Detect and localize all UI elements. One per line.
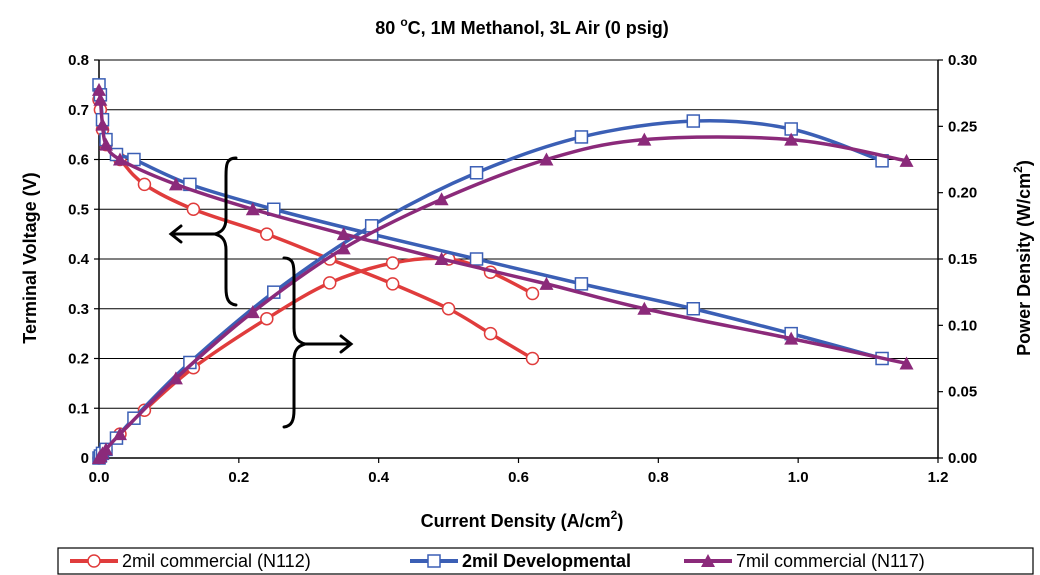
power-point <box>686 114 701 128</box>
y-tick-label: 0.3 <box>68 301 89 318</box>
x-tick-label: 0.6 <box>508 469 529 486</box>
x-tick-label: 1.2 <box>928 469 949 486</box>
legend-marker-developmental <box>427 554 441 568</box>
voltage-point <box>168 177 183 191</box>
power-point <box>112 427 127 441</box>
power-point <box>434 192 449 206</box>
legend-label-developmental: 2mil Developmental <box>462 551 631 571</box>
voltage-point <box>525 351 540 366</box>
voltage-point <box>469 252 484 266</box>
voltage-point <box>899 356 914 370</box>
voltage-point <box>260 227 274 241</box>
y2-tick-label: 0.30 <box>948 52 977 69</box>
y-tick-label: 0.4 <box>68 251 90 268</box>
power-point <box>168 371 183 385</box>
voltage-point <box>95 117 110 131</box>
power-point <box>539 152 554 166</box>
legend-box <box>57 547 1034 575</box>
power-point <box>784 132 799 146</box>
legend-marker-n112 <box>87 554 101 568</box>
voltage-point <box>574 277 589 291</box>
legend-item-n112: 2mil commercial (N112) <box>70 551 311 571</box>
y-tick-label: 0.7 <box>68 102 89 119</box>
voltage-point <box>483 326 498 341</box>
x-tick-label: 0.8 <box>648 469 669 486</box>
voltage-point <box>784 331 799 345</box>
voltage-point <box>245 202 260 216</box>
y2-tick-label: 0.00 <box>948 450 977 467</box>
power-point <box>525 286 540 301</box>
y2-tick-label: 0.20 <box>948 185 977 202</box>
y2-tick-label: 0.25 <box>948 118 977 135</box>
power-curve <box>97 118 883 460</box>
power-point <box>336 241 351 255</box>
y-tick-label: 0.6 <box>68 152 89 169</box>
legend-item-developmental: 2mil Developmental <box>410 551 631 571</box>
power-point <box>260 311 274 326</box>
power-point <box>98 442 113 456</box>
voltage-point <box>137 177 152 192</box>
annotation-group <box>168 156 354 429</box>
y2-axis-title: Power Density (W/cm2) <box>1011 160 1034 356</box>
power-point <box>574 130 589 144</box>
power-point <box>637 132 652 146</box>
legend-label-n112: 2mil commercial (N112) <box>122 551 311 571</box>
y2-tick-label: 0.10 <box>948 317 977 334</box>
voltage-point <box>98 137 113 151</box>
legend-label-n117: 7mil commercial (N117) <box>736 551 925 571</box>
power-point <box>322 276 337 290</box>
voltage-point <box>92 82 106 96</box>
x-tick-label: 0.2 <box>228 469 249 486</box>
y-tick-label: 0.5 <box>68 201 89 218</box>
voltage-point <box>385 277 400 291</box>
y2-tick-label: 0.05 <box>948 384 977 401</box>
voltage-point <box>441 302 456 316</box>
power-point <box>469 166 484 180</box>
x-tick-label: 0.4 <box>368 469 390 486</box>
x-tick-label: 0.0 <box>89 469 110 486</box>
y-axis-title: Terminal Voltage (V) <box>20 172 40 343</box>
y2-tick-label: 0.15 <box>948 251 977 268</box>
power-point <box>899 153 914 167</box>
voltage-point <box>186 202 201 216</box>
voltage-point <box>434 252 449 265</box>
y-tick-label: 0.2 <box>68 351 89 368</box>
voltage-point <box>93 92 108 106</box>
voltage-point <box>539 276 554 290</box>
voltage-point <box>637 301 652 315</box>
series-2 <box>92 82 914 464</box>
voltage-curve <box>97 89 907 366</box>
left-curly-brace <box>209 156 238 307</box>
power-point <box>245 305 260 319</box>
series-layer <box>92 78 914 465</box>
power-point <box>385 256 400 270</box>
y-tick-label: 0 <box>81 450 89 467</box>
legend-marker-n117 <box>701 554 715 567</box>
chart-title: 80 oC, 1M Methanol, 3L Air (0 psig) <box>375 15 668 38</box>
x-axis-title: Current Density (A/cm2) <box>421 508 624 531</box>
voltage-point <box>336 227 351 241</box>
voltage-point <box>686 302 701 316</box>
x-tick-label: 1.0 <box>788 469 809 486</box>
power-curve <box>97 135 907 460</box>
legend-item-n117: 7mil commercial (N117) <box>684 551 925 571</box>
grid-lines <box>99 59 938 409</box>
left-arrow-head <box>168 224 183 244</box>
axis-ticks: 0 0.1 0.2 0.3 0.4 0.5 0.6 0.7 0.8 0.00 0.05 0.10 0.1… <box>68 52 977 486</box>
voltage-curve <box>97 99 534 361</box>
legend: 2mil commercial (N112) 2mil Developmenta… <box>57 547 1034 575</box>
y-tick-label: 0.1 <box>68 400 89 417</box>
voltage-point <box>112 152 127 166</box>
y-tick-label: 0.8 <box>68 52 89 69</box>
right-arrow-head <box>339 334 354 354</box>
